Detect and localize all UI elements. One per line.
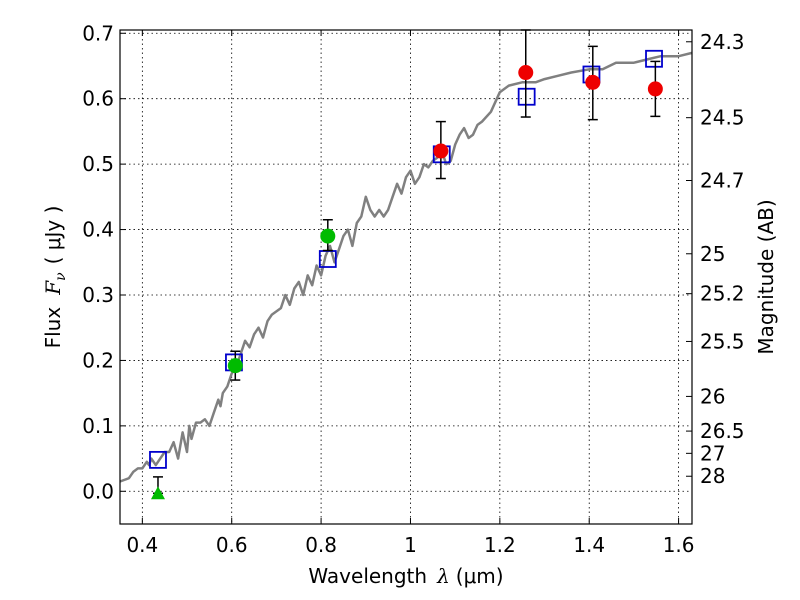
observed-flux-point (320, 228, 336, 244)
x-tick-label: 1.4 (573, 533, 605, 557)
y2-tick-label: 28 (700, 464, 725, 488)
y2-axis-title: Magnitude (AB) (754, 199, 778, 354)
y2-tick-label: 25 (700, 242, 725, 266)
x-tick-label: 1.2 (484, 533, 516, 557)
y2-tick-label: 26 (700, 384, 725, 408)
y-tick-label: 0.3 (82, 283, 114, 307)
model-flux-square (149, 450, 167, 469)
y2-tick-label: 24.5 (700, 106, 745, 130)
y2-tick-label: 25.2 (700, 282, 745, 306)
observed-flux-point (647, 81, 663, 97)
observed-flux-point (518, 65, 534, 81)
y-tick-label: 0.5 (82, 152, 114, 176)
x-tick-label: 1.6 (663, 533, 695, 557)
ticks: 0.4 0.6 0.8 1 1.2 1.4 1.6 0.0 0.1 0.2 0.3 0.4 0.5 0.6… (82, 21, 744, 557)
x-axis-title: Wavelength λ (μm) (308, 564, 503, 588)
model-flux-square (645, 49, 663, 68)
observed-flux-point (227, 358, 243, 374)
model-flux-square (517, 87, 536, 106)
y-tick-label: 0.6 (82, 87, 114, 111)
y2-tick-label: 27 (700, 441, 725, 465)
observed-flux-point (433, 143, 449, 159)
sed-model-line (119, 51, 693, 483)
x-tick-label: 0.4 (126, 533, 158, 557)
plot-frame (119, 29, 693, 525)
y2-tick-label: 25.5 (700, 329, 745, 353)
gridlines (120, 30, 692, 524)
observed-flux-point (585, 74, 601, 90)
y-axis-title: FluxFν( μJy ) (41, 206, 69, 349)
y-tick-label: 0.4 (82, 218, 114, 242)
y2-tick-label: 24.7 (700, 168, 745, 192)
upper-limit-triangle (150, 486, 165, 500)
x-tick-label: 0.6 (216, 533, 248, 557)
x-tick-label: 0.8 (305, 533, 337, 557)
x-tick-label: 1 (404, 533, 417, 557)
y-tick-label: 0.0 (82, 479, 114, 503)
y-tick-label: 0.1 (82, 414, 114, 438)
y2-tick-label: 26.5 (700, 419, 745, 443)
series-layer (119, 29, 693, 500)
y-tick-label: 0.7 (82, 21, 114, 45)
y-tick-label: 0.2 (82, 348, 114, 372)
y2-tick-label: 24.3 (700, 30, 745, 54)
